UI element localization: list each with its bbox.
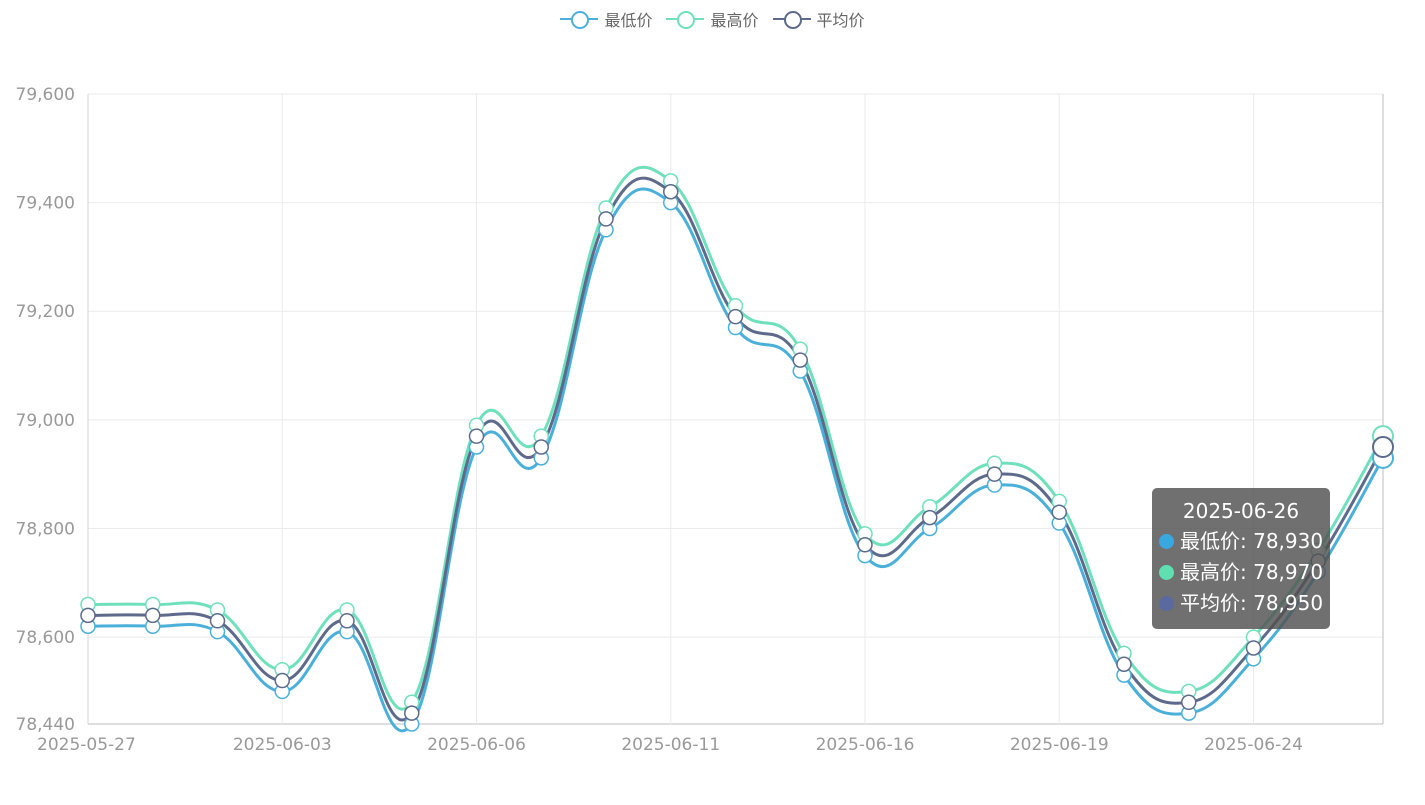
legend-high-label: 最高价: [710, 11, 759, 30]
tooltip-low-value: 最低价: 78,930: [1180, 529, 1324, 553]
data-point[interactable]: [1116, 656, 1132, 673]
x-tick-label: 2025-06-06: [427, 735, 526, 755]
tooltip-row-avg: 平均价: 78,950: [1159, 588, 1330, 619]
data-point[interactable]: [1245, 640, 1262, 656]
y-tick-label: 79,600: [16, 85, 75, 105]
legend-high-marker-icon: [666, 6, 705, 32]
tooltip-avg-value: 平均价: 78,950: [1180, 591, 1324, 615]
data-point[interactable]: [663, 184, 679, 200]
data-point[interactable]: [145, 607, 161, 624]
data-point[interactable]: [1051, 504, 1067, 520]
x-tick-label: 2025-06-11: [621, 735, 720, 755]
y-tick-label: 79,400: [16, 194, 75, 214]
data-point[interactable]: [598, 211, 614, 227]
data-point[interactable]: [727, 308, 744, 325]
axes: 79,600 79,400 79,200 79,000 78,800 78,600 78,4…: [16, 85, 1303, 755]
grid: [88, 93, 1384, 725]
legend-low-marker-icon: [560, 6, 599, 32]
tooltip-row-low: 最低价: 78,930: [1159, 526, 1330, 557]
tooltip-low-dot-icon: [1159, 534, 1174, 549]
legend: 最低价 最高价 平均价: [0, 6, 1425, 32]
x-tick-label: 2025-05-27: [37, 735, 136, 755]
tooltip-date: 2025-06-26: [1182, 499, 1300, 523]
x-tick-label: 2025-06-03: [233, 735, 332, 755]
data-point[interactable]: [857, 537, 873, 553]
data-point[interactable]: [404, 705, 420, 721]
y-tick-label: 79,200: [16, 302, 75, 322]
data-point[interactable]: [792, 352, 808, 368]
data-point[interactable]: [533, 439, 549, 455]
legend-item-avg[interactable]: 平均价: [772, 6, 865, 32]
data-point[interactable]: [80, 607, 96, 624]
y-tick-label: 78,800: [16, 519, 75, 539]
data-point[interactable]: [922, 509, 938, 526]
legend-item-high[interactable]: 最高价: [666, 6, 759, 32]
x-tick-label: 2025-06-24: [1204, 735, 1303, 755]
data-point[interactable]: [468, 428, 485, 444]
legend-avg-marker-icon: [772, 6, 811, 32]
x-tick-label: 2025-06-16: [816, 735, 915, 755]
legend-avg-label: 平均价: [816, 11, 865, 30]
data-point[interactable]: [274, 672, 290, 689]
tooltip-high-value: 最高价: 78,970: [1180, 560, 1324, 584]
legend-item-low[interactable]: 最低价: [560, 6, 652, 32]
tooltip-high-dot-icon: [1159, 565, 1174, 580]
x-tick-label: 2025-06-19: [1010, 735, 1109, 755]
data-point[interactable]: [339, 613, 355, 629]
data-point[interactable]: [209, 613, 226, 629]
data-point[interactable]: [986, 466, 1003, 482]
y-tick-label: 79,000: [16, 411, 75, 431]
data-point[interactable]: [1372, 436, 1394, 459]
data-points: [80, 173, 1394, 732]
data-point[interactable]: [1181, 694, 1197, 711]
tooltip: 2025-06-26 最低价: 78,930 最高价: 78,970 平均价: …: [1152, 488, 1330, 629]
legend-low-label: 最低价: [604, 11, 653, 30]
tooltip-row-high: 最高价: 78,970: [1159, 557, 1330, 588]
y-tick-label: 78,440: [16, 715, 75, 735]
tooltip-avg-dot-icon: [1159, 596, 1174, 611]
y-tick-label: 78,600: [16, 628, 75, 648]
